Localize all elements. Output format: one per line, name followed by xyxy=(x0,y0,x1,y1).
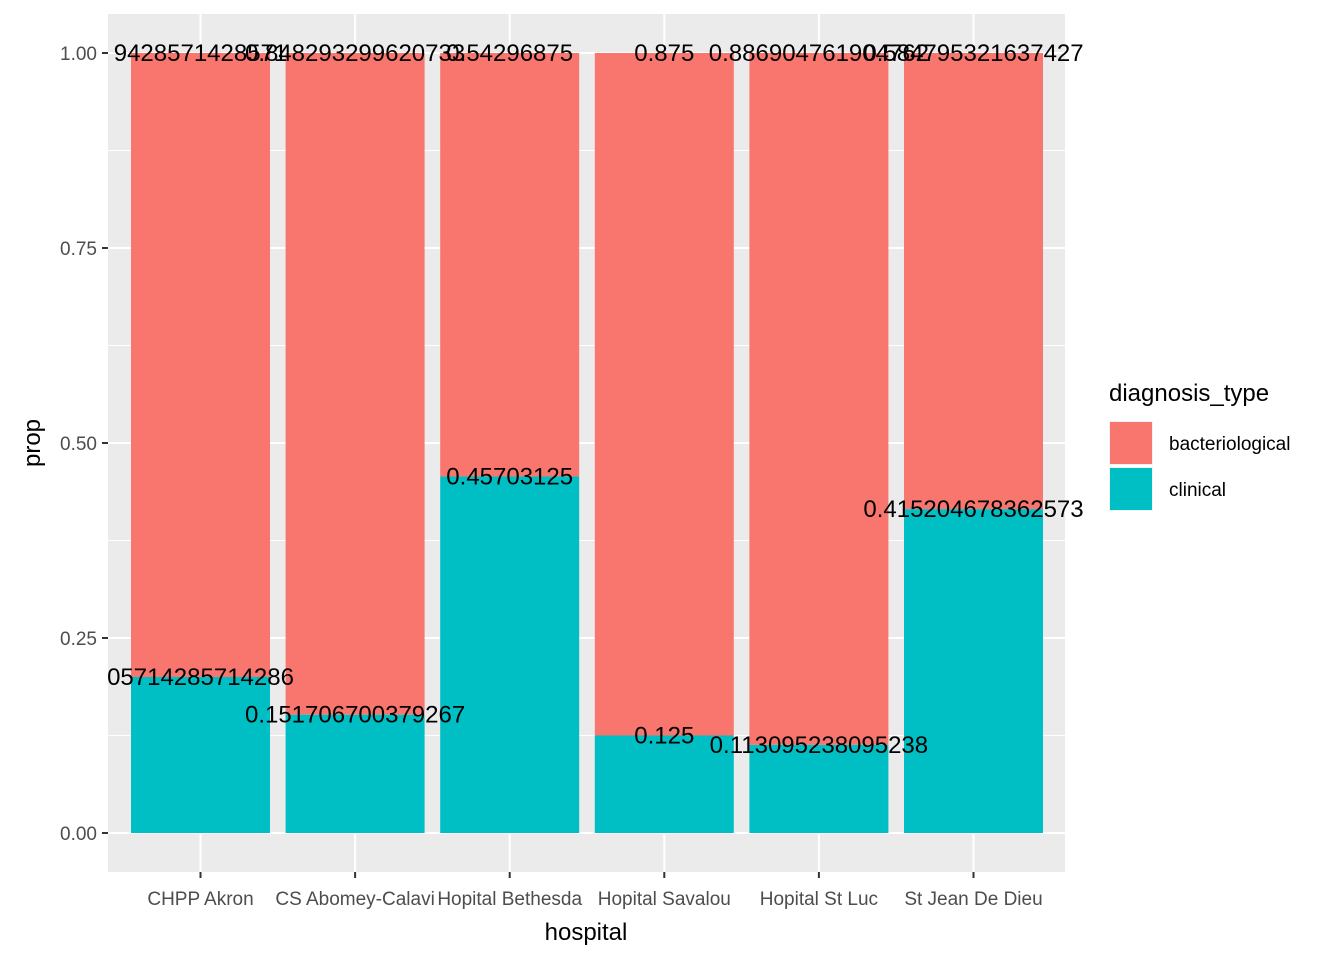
x-tick-label: St Jean De Dieu xyxy=(904,889,1042,910)
bar-labels: 05714285714286 9428571428571 0.15170670037… xyxy=(107,40,1084,759)
x-axis-title: hospital xyxy=(545,919,628,946)
bar-clinical xyxy=(440,476,580,833)
bar-bacteriological xyxy=(904,53,1043,510)
data-label: 0.848293299620733 xyxy=(245,40,465,67)
x-tick-label: CS Abomey-Calavi xyxy=(275,889,434,910)
y-tick-label: 0.00 xyxy=(60,824,97,845)
y-axis-title: prop xyxy=(19,419,46,467)
bar-clinical xyxy=(749,744,889,833)
y-axis: 0.00 0.25 0.50 0.75 1.00 xyxy=(60,44,108,845)
y-tick-label: 0.75 xyxy=(60,239,97,260)
bar-clinical xyxy=(131,677,270,833)
data-label: 9428571428571 xyxy=(114,40,288,67)
data-label: 0.886904761904762 xyxy=(709,40,929,67)
legend: diagnosis_type bacteriological clinical xyxy=(1109,380,1290,511)
bar-clinical xyxy=(285,714,425,833)
data-label: 0.151706700379267 xyxy=(245,702,465,729)
legend-swatch-bacteriological xyxy=(1110,422,1152,464)
data-label: 05714285714286 xyxy=(107,664,294,691)
legend-swatch-clinical xyxy=(1110,468,1152,510)
bar-bacteriological xyxy=(285,53,425,715)
bar-bacteriological xyxy=(131,53,270,677)
data-label: 0.54296875 xyxy=(446,40,573,67)
bar-bacteriological xyxy=(594,53,734,736)
data-label: 0.875 xyxy=(634,40,694,67)
data-label: 0.45703125 xyxy=(446,464,573,491)
data-label: 0.584795321637427 xyxy=(863,40,1083,67)
data-label: 0.415204678362573 xyxy=(863,496,1083,523)
x-axis: CHPP Akron CS Abomey-Calavi Hopital Bethes… xyxy=(147,872,1043,910)
y-tick-label: 1.00 xyxy=(60,44,97,65)
legend-title: diagnosis_type xyxy=(1109,380,1269,407)
legend-label: clinical xyxy=(1169,480,1226,501)
y-tick-label: 0.50 xyxy=(60,434,97,455)
bars xyxy=(131,53,1043,833)
data-label: 0.113095238095238 xyxy=(710,732,928,759)
bar-clinical xyxy=(904,509,1043,833)
y-tick-label: 0.25 xyxy=(60,629,97,650)
x-tick-label: Hopital Bethesda xyxy=(437,889,582,910)
legend-label: bacteriological xyxy=(1169,434,1290,455)
data-label: 0.125 xyxy=(634,723,694,750)
bar-bacteriological xyxy=(440,53,580,477)
x-tick-label: Hopital Savalou xyxy=(598,889,731,910)
bar-bacteriological xyxy=(749,53,889,745)
x-tick-label: Hopital St Luc xyxy=(760,889,878,910)
x-tick-label: CHPP Akron xyxy=(147,889,253,910)
bar-clinical xyxy=(594,735,734,833)
